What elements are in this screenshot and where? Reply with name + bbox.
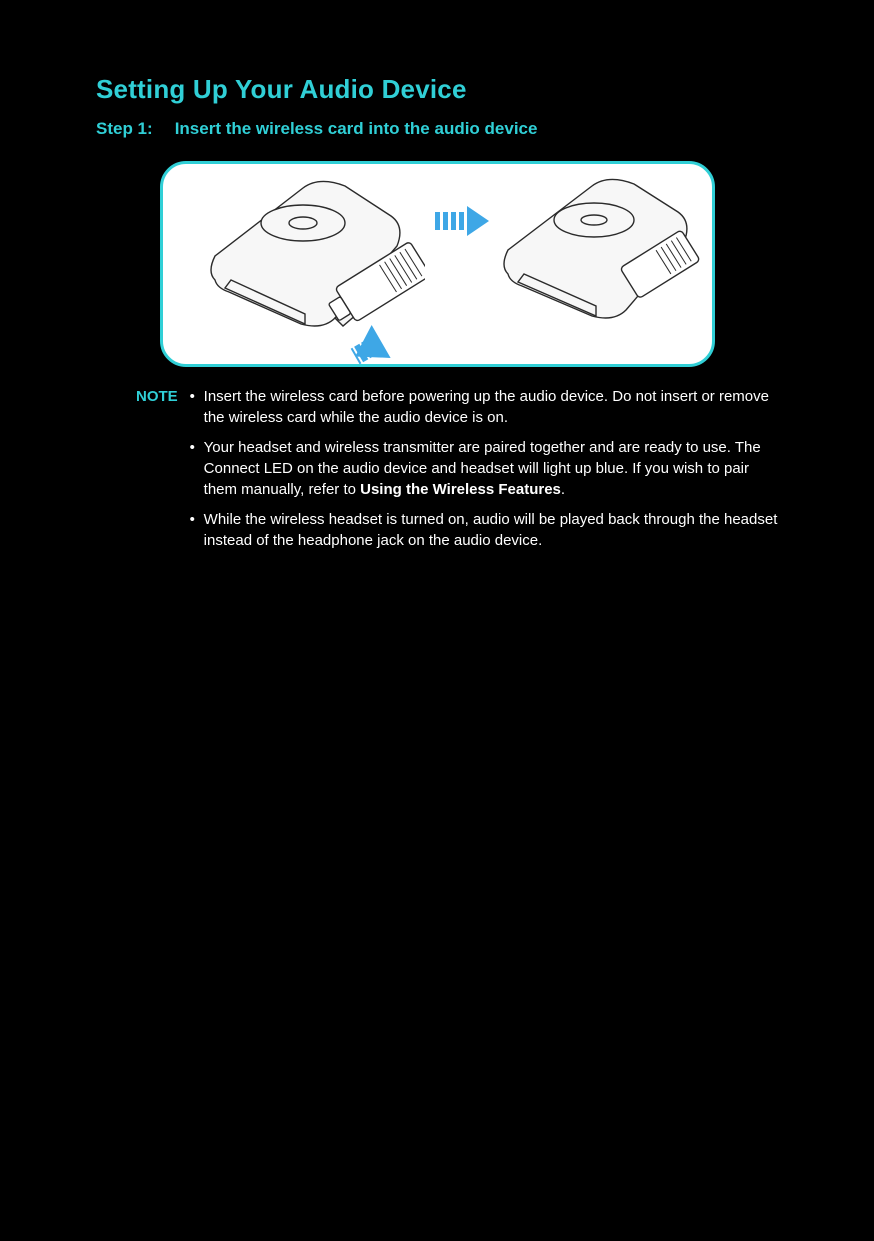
note-list: Insert the wireless card before powering… — [190, 387, 778, 562]
note-block: NOTE Insert the wireless card before pow… — [96, 387, 778, 562]
step-text: Insert the wireless card into the audio … — [175, 119, 538, 139]
note-item: Insert the wireless card before powering… — [190, 387, 778, 428]
page-title: Setting Up Your Audio Device — [96, 74, 778, 105]
note-bold: Using the Wireless Features — [360, 481, 561, 498]
instruction-figure — [160, 161, 715, 367]
arrow-right-icon — [435, 206, 489, 236]
step-label: Step 1: — [96, 119, 153, 139]
note-label: NOTE — [136, 387, 178, 562]
step-heading: Step 1: Insert the wireless card into th… — [96, 119, 778, 139]
note-text: Insert the wireless card before powering… — [204, 388, 769, 426]
note-item: Your headset and wireless transmitter ar… — [190, 438, 778, 500]
device-after-illustration — [488, 170, 708, 350]
note-text: While the wireless headset is turned on,… — [204, 511, 778, 549]
note-item: While the wireless headset is turned on,… — [190, 510, 778, 551]
note-text-after: . — [561, 481, 565, 498]
